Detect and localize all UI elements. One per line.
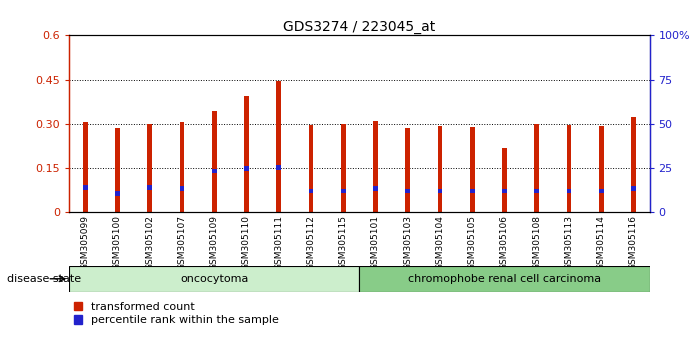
- Bar: [437, 126, 442, 212]
- Bar: [147, 185, 152, 190]
- Bar: [470, 188, 475, 193]
- Text: disease state: disease state: [7, 274, 81, 284]
- Bar: [115, 128, 120, 212]
- Bar: [244, 96, 249, 212]
- Bar: [211, 110, 216, 212]
- Bar: [308, 188, 313, 193]
- Bar: [359, 266, 650, 292]
- Bar: [69, 266, 359, 292]
- Title: GDS3274 / 223045_at: GDS3274 / 223045_at: [283, 21, 435, 34]
- Text: chromophobe renal cell carcinoma: chromophobe renal cell carcinoma: [408, 274, 601, 284]
- Bar: [534, 188, 539, 193]
- Bar: [83, 122, 88, 212]
- Bar: [598, 188, 603, 193]
- Bar: [631, 116, 636, 212]
- Bar: [373, 186, 378, 190]
- Bar: [567, 188, 571, 193]
- Bar: [308, 125, 313, 212]
- Bar: [470, 127, 475, 212]
- Bar: [502, 148, 507, 212]
- Bar: [147, 124, 152, 212]
- Bar: [534, 125, 539, 212]
- Text: oncocytoma: oncocytoma: [180, 274, 248, 284]
- Bar: [373, 121, 378, 212]
- Bar: [276, 165, 281, 170]
- Bar: [180, 186, 184, 190]
- Bar: [631, 186, 636, 190]
- Bar: [115, 192, 120, 196]
- Bar: [598, 126, 603, 212]
- Bar: [276, 81, 281, 212]
- Bar: [502, 188, 507, 193]
- Bar: [341, 188, 346, 193]
- Bar: [341, 125, 346, 212]
- Bar: [567, 125, 571, 212]
- Legend: transformed count, percentile rank within the sample: transformed count, percentile rank withi…: [69, 297, 283, 330]
- Bar: [405, 188, 410, 193]
- Bar: [83, 185, 88, 190]
- Bar: [405, 128, 410, 212]
- Bar: [437, 188, 442, 193]
- Bar: [211, 169, 216, 173]
- Bar: [244, 166, 249, 171]
- Bar: [180, 122, 184, 212]
